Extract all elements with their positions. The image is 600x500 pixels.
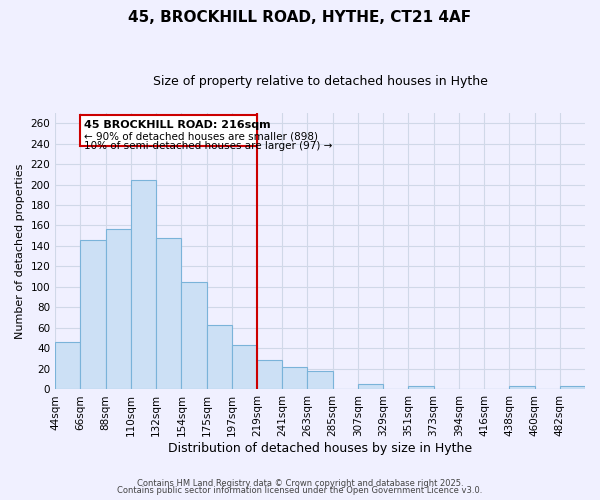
Bar [560, 386, 585, 390]
Text: Contains public sector information licensed under the Open Government Licence v3: Contains public sector information licen… [118, 486, 482, 495]
Text: ← 90% of detached houses are smaller (898): ← 90% of detached houses are smaller (89… [84, 131, 318, 141]
Bar [509, 386, 535, 390]
Bar [409, 386, 434, 390]
Bar [131, 180, 156, 390]
Text: 10% of semi-detached houses are larger (97) →: 10% of semi-detached houses are larger (… [84, 142, 332, 152]
Bar [156, 238, 181, 390]
Bar [206, 325, 232, 390]
Text: 45 BROCKHILL ROAD: 216sqm: 45 BROCKHILL ROAD: 216sqm [84, 120, 271, 130]
Y-axis label: Number of detached properties: Number of detached properties [15, 164, 25, 339]
Bar [80, 240, 106, 390]
Bar [106, 228, 131, 390]
Title: Size of property relative to detached houses in Hythe: Size of property relative to detached ho… [152, 75, 488, 88]
Text: Contains HM Land Registry data © Crown copyright and database right 2025.: Contains HM Land Registry data © Crown c… [137, 478, 463, 488]
FancyBboxPatch shape [80, 115, 257, 146]
Bar [232, 346, 257, 390]
Bar [282, 367, 307, 390]
Bar [181, 282, 206, 390]
Bar [358, 384, 383, 390]
Text: 45, BROCKHILL ROAD, HYTHE, CT21 4AF: 45, BROCKHILL ROAD, HYTHE, CT21 4AF [128, 10, 472, 25]
Bar [257, 360, 282, 390]
Bar [55, 342, 80, 390]
Bar [307, 371, 332, 390]
X-axis label: Distribution of detached houses by size in Hythe: Distribution of detached houses by size … [168, 442, 472, 455]
